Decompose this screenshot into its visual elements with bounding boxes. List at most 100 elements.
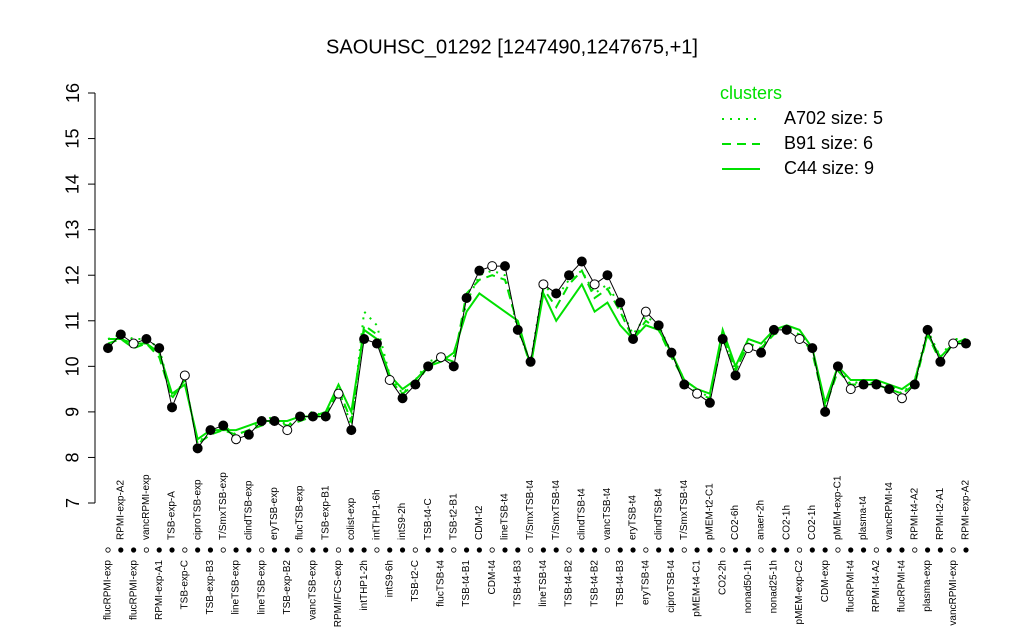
x-tick-label: TSB-exp-B2 — [282, 560, 293, 615]
x-tick-label: T/SmxTSB-t4 — [679, 480, 690, 540]
x-tick-label: nonad50-1h — [743, 560, 754, 613]
data-point — [781, 324, 792, 335]
rug-mark — [425, 547, 431, 553]
data-point — [435, 352, 446, 363]
x-tick-label: TSB-exp-C — [179, 560, 190, 609]
x-tick-label: flucRPMI-t4 — [897, 560, 908, 613]
data-line — [107, 260, 966, 450]
x-tick-label: CDM-t4 — [487, 560, 498, 595]
x-tick-label: eryTSB-t4 — [628, 495, 639, 540]
rug-mark — [361, 547, 367, 553]
rug-mark — [912, 547, 918, 553]
x-tick-label: RPMI-t2-A1 — [935, 487, 946, 540]
x-tick-label: pMEM-exp-C2 — [794, 560, 805, 625]
data-point — [359, 334, 370, 344]
data-point — [512, 324, 523, 335]
rug-mark — [643, 547, 649, 553]
data-point — [307, 411, 318, 422]
data-point — [538, 279, 549, 290]
data-point — [640, 306, 651, 317]
x-tick-label: flucRPMI-exp — [128, 560, 139, 620]
data-point — [410, 379, 421, 390]
rug-mark — [284, 547, 290, 553]
rug-mark — [924, 547, 931, 553]
rug-mark — [220, 547, 226, 553]
rug-mark — [566, 547, 572, 553]
rug-mark — [707, 547, 713, 553]
rug-mark — [259, 547, 265, 553]
rug-mark — [207, 547, 214, 553]
legend-label: A702 size: 5 — [784, 108, 883, 128]
rug-mark — [156, 547, 162, 553]
data-point — [756, 347, 767, 358]
y-tick-label: 14 — [63, 174, 83, 194]
chart-title: SAOUHSC_01292 [1247490,1247675,+1] — [326, 36, 698, 58]
data-point — [551, 288, 562, 299]
x-tick-label: CO2-6h — [730, 505, 741, 540]
rug-mark — [656, 547, 662, 553]
rug-mark — [809, 547, 815, 553]
cluster-line — [108, 282, 967, 441]
x-tick-label: clindTSB-exp — [244, 480, 255, 540]
rug-mark — [950, 547, 956, 553]
rug-mark — [720, 547, 726, 553]
x-tick-label: CDM-exp — [820, 560, 831, 603]
x-tick-label: lineTSB-t4 — [500, 493, 511, 540]
rug-mark — [527, 547, 534, 553]
data-point — [192, 443, 203, 454]
x-tick-label: pMEM-t4-C1 — [692, 560, 703, 617]
rug-mark — [937, 547, 943, 553]
rug-mark — [681, 547, 687, 553]
data-point — [384, 375, 395, 385]
cluster-line — [107, 269, 966, 446]
data-point — [128, 338, 139, 349]
x-tick-label: pMEM-exp-C1 — [833, 475, 844, 540]
rug-mark — [387, 547, 393, 553]
rug-mark — [476, 547, 482, 553]
data-point — [448, 361, 459, 372]
data-point — [423, 361, 434, 372]
x-tick-label: ciproTSB-t4 — [666, 560, 677, 613]
data-point — [243, 429, 254, 440]
data-point — [628, 334, 639, 344]
rug-mark — [873, 547, 879, 553]
rug-mark — [246, 547, 252, 553]
rug-mark — [848, 547, 854, 553]
data-point — [935, 356, 946, 367]
rug-mark — [374, 547, 380, 553]
x-tick-label: plasma-t4 — [858, 496, 869, 540]
y-tick-label: 9 — [63, 407, 83, 417]
rug-mark — [131, 547, 137, 553]
rug-mark — [143, 547, 150, 553]
y-tick-label: 13 — [63, 220, 83, 240]
x-tick-label: clindTSB-t4 — [576, 488, 587, 540]
x-tick-label: flucRPMI-exp — [103, 560, 114, 620]
x-tick-label: TSB-exp-A — [167, 491, 178, 540]
x-tick-label: vancRPMI-exp — [948, 560, 959, 626]
rug-mark — [297, 547, 303, 553]
x-tick-label: TSB-t2-C — [410, 560, 421, 602]
x-tick-label: nonad25-1h — [769, 560, 780, 613]
data-point — [179, 370, 190, 381]
data-point — [564, 270, 575, 281]
x-tick-label: intS9-2h — [397, 503, 408, 540]
rug-mark — [835, 547, 841, 553]
data-point — [896, 393, 907, 404]
legend-label: C44 size: 9 — [784, 158, 874, 178]
x-tick-label: intTHP1-2h — [359, 560, 370, 611]
rug-mark — [438, 547, 444, 553]
x-tick-label: TSB-t2-B1 — [448, 493, 459, 540]
y-tick-label: 11 — [63, 311, 83, 330]
data-point — [768, 324, 779, 335]
x-tick-label: T/SmxTSB-t4 — [525, 480, 536, 540]
data-point — [269, 416, 280, 426]
data-point — [961, 338, 971, 349]
x-tick-label: TSB-exp-B3 — [205, 560, 216, 615]
x-tick-label: lineTSB-exp — [231, 560, 242, 615]
data-point — [858, 379, 869, 390]
x-tick-label: clindTSB-t4 — [653, 488, 664, 540]
x-tick-label: lineTSB-t4 — [538, 560, 549, 607]
rug-mark — [745, 547, 751, 553]
y-tick-label: 10 — [63, 356, 83, 376]
rug-mark — [105, 547, 111, 553]
